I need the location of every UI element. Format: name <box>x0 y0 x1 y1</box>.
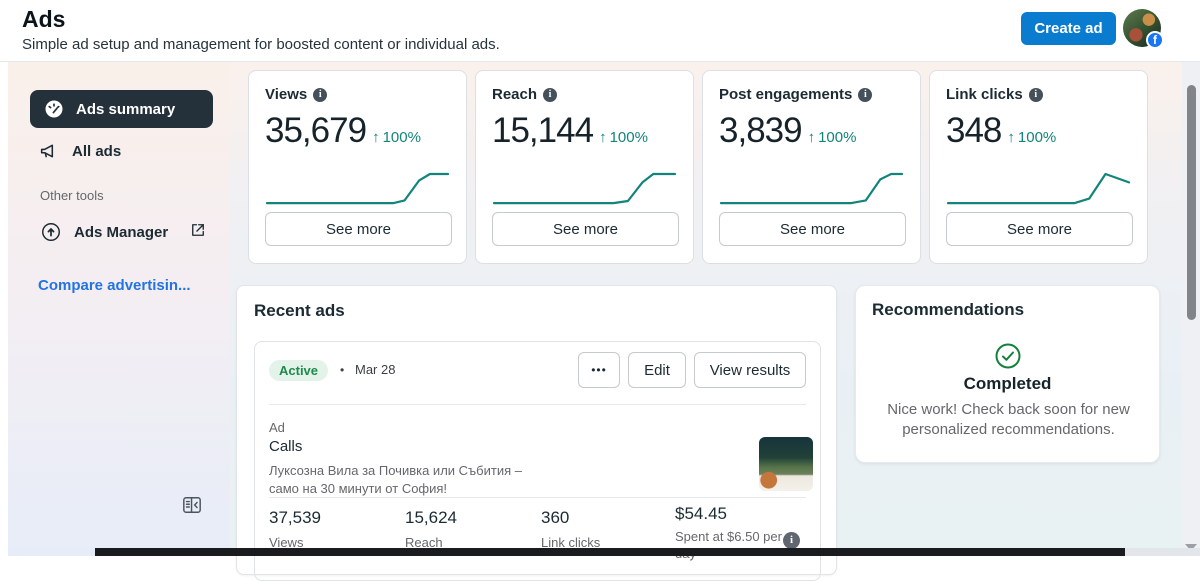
other-tools-label: Other tools <box>40 188 104 203</box>
stat-card-title: Post engagements <box>719 86 853 103</box>
divider <box>269 404 806 405</box>
stat-card-post-engagements: Post engagements i 3,839 ↑ 100% See more <box>702 70 921 264</box>
stat-label: Reach <box>405 535 443 550</box>
see-more-button[interactable]: See more <box>719 212 906 246</box>
ad-thumbnail[interactable] <box>759 437 813 491</box>
divider <box>269 497 806 498</box>
trend-up-icon: ↑ <box>599 129 607 146</box>
ad-name: Calls <box>269 438 303 455</box>
ad-card: Active • Mar 28 ••• Edit View results Ad… <box>254 341 821 581</box>
external-link-icon[interactable] <box>189 221 207 239</box>
megaphone-icon <box>40 144 54 158</box>
info-icon[interactable]: i <box>313 87 328 102</box>
stat-value: 360 <box>541 508 570 527</box>
recommendation-status: Completed <box>963 374 1052 393</box>
sidebar-item-label: Ads Manager <box>74 223 169 241</box>
avatar[interactable]: f <box>1123 9 1164 49</box>
sidebar-item-label: Ads summary <box>76 100 176 118</box>
stat-value: 37,539 <box>269 508 321 527</box>
stat-card-views: Views i 35,679 ↑ 100% See more <box>248 70 467 264</box>
sparkline-chart <box>946 172 1131 205</box>
recent-ads-title: Recent ads <box>254 301 345 320</box>
stat-label: Views <box>269 535 304 550</box>
gauge-icon <box>45 100 63 118</box>
sidebar-item-all-ads[interactable]: All ads <box>38 136 121 166</box>
stat-value: 3,839 <box>719 111 803 150</box>
stat-card-link-clicks: Link clicks i 348 ↑ 100% See more <box>929 70 1148 264</box>
recommendations-title: Recommendations <box>872 300 1025 319</box>
separator-dot: • <box>340 363 345 377</box>
stat-value: 15,624 <box>405 508 457 527</box>
sidebar-item-ads-summary[interactable]: Ads summary <box>30 90 213 128</box>
sidebar <box>8 62 230 556</box>
trend-percent: 100% <box>1017 129 1057 146</box>
trend-up-icon: ↑ <box>372 129 380 146</box>
facebook-badge-icon: f <box>1146 31 1164 49</box>
trend-up-icon: ↑ <box>807 129 816 146</box>
ad-description: Луксозна Вила за Почивка или Събития – с… <box>269 463 522 496</box>
scrollbar-down-arrow-icon[interactable] <box>1185 544 1197 551</box>
edit-button[interactable]: Edit <box>628 352 686 388</box>
info-icon[interactable]: i <box>1028 87 1043 102</box>
recommendation-message: Nice work! Check back soon for new perso… <box>887 401 1130 438</box>
stat-value: 348 <box>946 111 1002 150</box>
ad-date: Mar 28 <box>355 362 396 377</box>
info-icon[interactable]: i <box>858 87 873 102</box>
scrollbar-thumb[interactable] <box>1187 85 1196 320</box>
see-more-button[interactable]: See more <box>265 212 452 246</box>
see-more-button[interactable]: See more <box>492 212 679 246</box>
page-subtitle: Simple ad setup and management for boost… <box>22 36 500 53</box>
page-title: Ads <box>22 6 66 32</box>
recommendations-section: Recommendations Completed Nice work! Che… <box>855 285 1160 463</box>
window-bottom-edge <box>95 548 1125 556</box>
stat-card-reach: Reach i 15,144 ↑ 100% See more <box>475 70 694 264</box>
view-results-button[interactable]: View results <box>694 352 806 388</box>
stat-card-title: Reach <box>492 86 538 103</box>
sidebar-item-label: All ads <box>72 142 122 160</box>
more-options-button[interactable]: ••• <box>578 352 620 388</box>
see-more-button[interactable]: See more <box>946 212 1133 246</box>
trend-percent: 100% <box>818 129 857 146</box>
trend-percent: 100% <box>382 129 421 146</box>
trend-up-icon: ↑ <box>1007 129 1015 146</box>
stat-card-title: Views <box>265 86 308 103</box>
collapse-panel-icon <box>183 497 201 513</box>
ad-stat-reach: 15,624 Reach <box>405 508 457 550</box>
recent-ads-section: Recent ads Active • Mar 28 ••• Edit View… <box>236 285 837 581</box>
window-bottom-edge-right <box>1125 548 1200 556</box>
stat-value: $54.45 <box>675 504 727 523</box>
info-icon[interactable]: i <box>783 532 800 549</box>
sparkline-chart <box>492 172 677 205</box>
ads-manager-icon <box>42 223 60 241</box>
ad-stat-link-clicks: 360 Link clicks <box>541 508 600 550</box>
trend-percent: 100% <box>609 129 648 146</box>
sparkline-chart <box>265 172 450 205</box>
stat-value: 35,679 <box>265 111 367 150</box>
sidebar-collapse-button[interactable] <box>180 495 204 517</box>
sidebar-item-ads-manager[interactable]: Ads Manager <box>40 218 168 246</box>
ad-type-label: Ad <box>269 420 285 435</box>
stat-label: Spent at $6.50 per day <box>675 529 782 561</box>
sparkline-chart <box>719 172 904 205</box>
ad-stat-views: 37,539 Views <box>269 508 321 550</box>
stat-card-title: Link clicks <box>946 86 1023 103</box>
stat-label: Link clicks <box>541 535 601 550</box>
check-circle-icon <box>995 343 1021 369</box>
status-badge: Active <box>269 360 329 381</box>
page-header: Ads Simple ad setup and management for b… <box>0 0 1200 62</box>
info-icon[interactable]: i <box>543 87 558 102</box>
create-ad-button[interactable]: Create ad <box>1021 12 1116 45</box>
stat-value: 15,144 <box>492 111 594 150</box>
compare-advertising-link[interactable]: Compare advertisin... <box>38 277 191 294</box>
